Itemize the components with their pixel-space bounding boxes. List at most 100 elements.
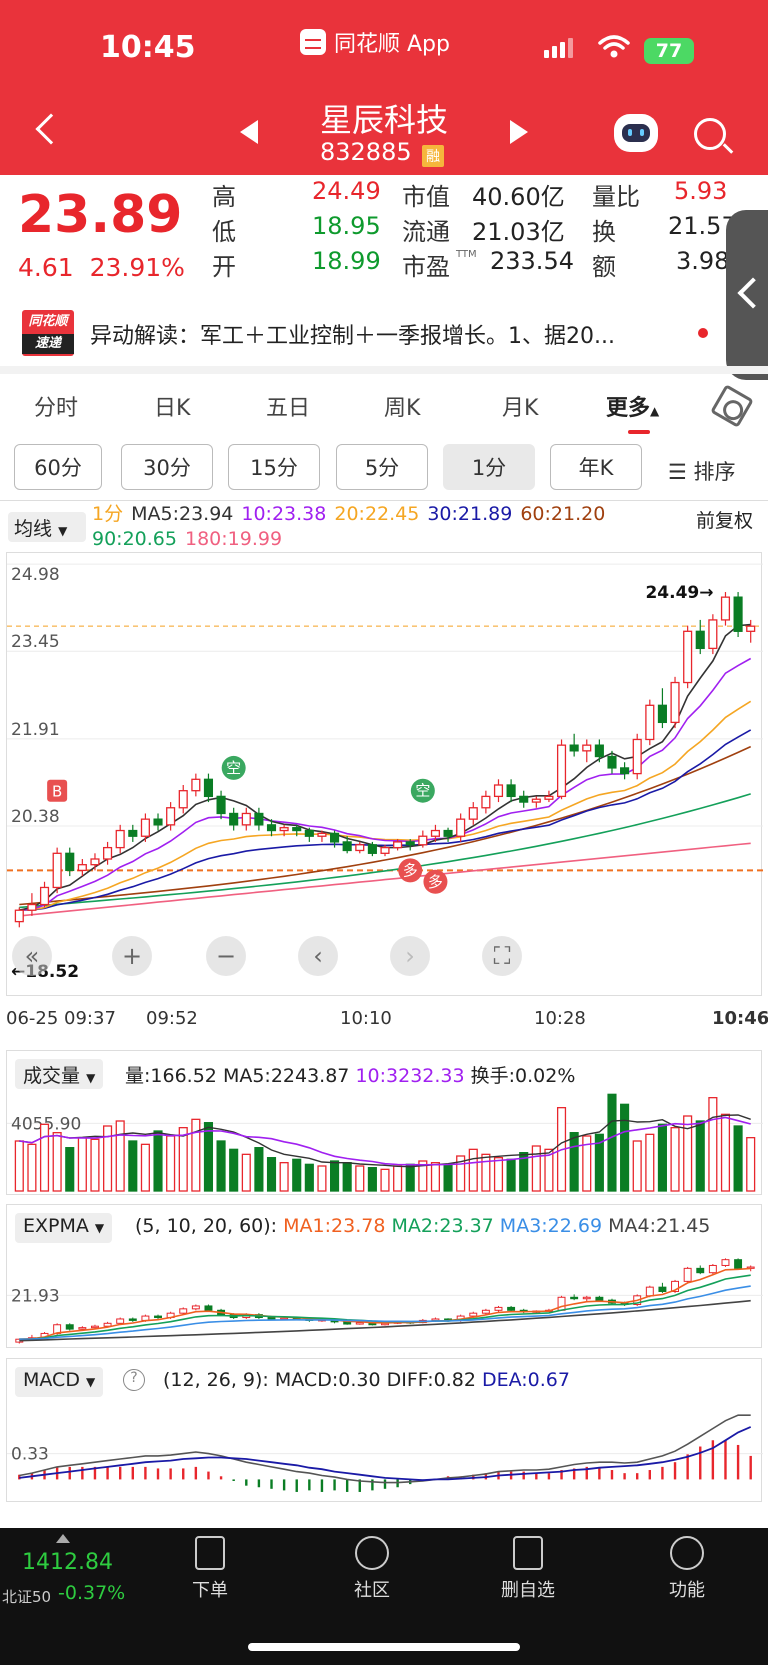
candle (342, 841, 352, 852)
candle (632, 738, 642, 775)
volume-ma5: MA5:2243.87 (222, 1065, 350, 1087)
zoom-in-icon[interactable]: + (112, 936, 152, 976)
zoom-out-icon[interactable]: − (206, 936, 246, 976)
volume-bar (229, 1148, 239, 1192)
candle (140, 818, 150, 837)
ticker-text[interactable]: 异动解读：军工＋工业控制＋一季报增长。1、据20... (90, 324, 615, 349)
candle (456, 818, 466, 837)
stock-name: 星辰科技 (320, 101, 449, 139)
candle (90, 1325, 99, 1329)
candle (115, 829, 125, 849)
volume-bar (657, 1123, 667, 1192)
nav-order[interactable]: 下单 (170, 1536, 250, 1602)
scroll-left-icon[interactable]: « (12, 936, 52, 976)
wifi-icon (598, 35, 630, 58)
tab-15min[interactable]: 15分 (228, 444, 320, 490)
ma-dropdown-label: 均线 (14, 518, 53, 540)
candle (418, 835, 428, 846)
expand-up-icon[interactable] (56, 1534, 70, 1543)
adjust-mode[interactable]: 前复权 (696, 510, 754, 532)
volume-bar (569, 1132, 579, 1192)
nav-community[interactable]: 社区 (332, 1536, 412, 1602)
change-percent: 23.91% (89, 253, 185, 282)
candle (670, 681, 680, 724)
tab-5min[interactable]: 5分 (336, 444, 428, 490)
volume-bar (607, 1093, 617, 1192)
volume-bar (128, 1140, 138, 1192)
nav-remove-watchlist[interactable]: 删自选 (488, 1536, 568, 1602)
expma-panel[interactable]: 21.93 EXPMA ▼ (5, 10, 20, 60): MA1:23.78… (6, 1204, 763, 1348)
ma-dropdown[interactable]: 均线 ▼ (8, 512, 86, 542)
expma-params: (5, 10, 20, 60): (135, 1215, 278, 1237)
ma90-value: 90:20.65 (92, 528, 177, 550)
candle (229, 812, 239, 826)
volume-panel[interactable]: 4055.90 成交量 ▼ 量:166.52 MA5:2243.87 10:32… (6, 1050, 763, 1195)
sort-button[interactable]: ☰ 排序 (668, 460, 736, 484)
kline-chart[interactable]: 24.98 23.45 21.91 20.38 24.49→ ←18.52 B 空空多多 (6, 552, 763, 996)
tab-intraday[interactable]: 分时 (34, 396, 79, 421)
nav-remove-watchlist-label: 删自选 (501, 1580, 555, 1601)
unread-dot (698, 328, 708, 338)
volume-bar (330, 1160, 340, 1192)
search-icon[interactable] (694, 118, 726, 150)
help-icon[interactable]: ? (123, 1369, 145, 1391)
volume-bar (670, 1127, 680, 1192)
ma20-line (19, 700, 752, 911)
robot-assistant-icon[interactable] (614, 114, 658, 152)
macd-dropdown[interactable]: MACD ▼ (15, 1367, 104, 1397)
candle (683, 630, 693, 684)
candle (304, 829, 314, 837)
app-name: 同花顺 App (300, 26, 450, 58)
sell-signal (221, 755, 246, 780)
candle (556, 744, 567, 798)
open-value: 18.99 (312, 247, 381, 275)
index-value[interactable]: 1412.84 (22, 1550, 113, 1575)
volume-bar (241, 1153, 251, 1192)
step-left-icon[interactable]: ‹ (298, 936, 338, 976)
minute-tabs: 60分 30分 15分 5分 1分 年K ☰ 排序 (0, 442, 768, 498)
back-icon[interactable] (35, 113, 67, 145)
news-ticker[interactable]: 同花顺 速递 异动解读：军工＋工业控制＋一季报增长。1、据20... (0, 302, 768, 364)
pe-value: 233.54 (490, 247, 574, 275)
ma30-value: 30:21.89 (427, 503, 513, 525)
tab-more[interactable]: 更多▲ (606, 390, 659, 422)
candle (166, 807, 176, 826)
candle (443, 829, 453, 837)
tab-monthly-k[interactable]: 月K (502, 396, 539, 421)
candle (191, 778, 201, 792)
fullscreen-icon[interactable]: ⛶ (482, 936, 522, 976)
macd-panel[interactable]: 0.33 MACD ▼ ? (12, 26, 9): MACD:0.30 DIF… (6, 1358, 763, 1502)
tab-daily-k[interactable]: 日K (154, 396, 191, 421)
expma-dropdown[interactable]: EXPMA ▼ (15, 1213, 113, 1243)
step-right-icon[interactable]: › (390, 936, 430, 976)
volume-dropdown[interactable]: 成交量 ▼ (15, 1059, 104, 1089)
volume-bar (103, 1125, 113, 1192)
candle (720, 596, 731, 621)
tab-1min[interactable]: 1分 (443, 444, 535, 490)
candle (179, 1308, 188, 1314)
prev-stock-icon[interactable] (240, 120, 258, 144)
side-panel-handle[interactable] (726, 210, 768, 380)
volume-bar (279, 1162, 289, 1192)
candle (494, 1306, 503, 1311)
ma-period: 1分 (92, 503, 124, 525)
tab-weekly-k[interactable]: 周K (384, 396, 421, 421)
tab-yearly-k[interactable]: 年K (550, 444, 642, 490)
ticker-logo-top: 同花顺 (28, 314, 68, 329)
candle (708, 619, 718, 650)
app-name-label: 同花顺 App (334, 32, 450, 57)
candle (254, 812, 264, 826)
candle (90, 858, 100, 866)
candle (481, 1309, 490, 1314)
tab-30min[interactable]: 30分 (121, 444, 213, 490)
time-tick: 10:10 (340, 1008, 392, 1029)
y-tick-label: 24.98 (11, 565, 60, 585)
tab-60min[interactable]: 60分 (14, 444, 102, 490)
divider (0, 500, 768, 501)
settings-icon[interactable] (710, 384, 754, 428)
volume-bar (191, 1118, 201, 1192)
tab-five-day[interactable]: 五日 (266, 396, 311, 421)
volume-bar (52, 1132, 62, 1192)
next-stock-icon[interactable] (510, 120, 528, 144)
nav-functions[interactable]: 功能 (647, 1536, 727, 1602)
